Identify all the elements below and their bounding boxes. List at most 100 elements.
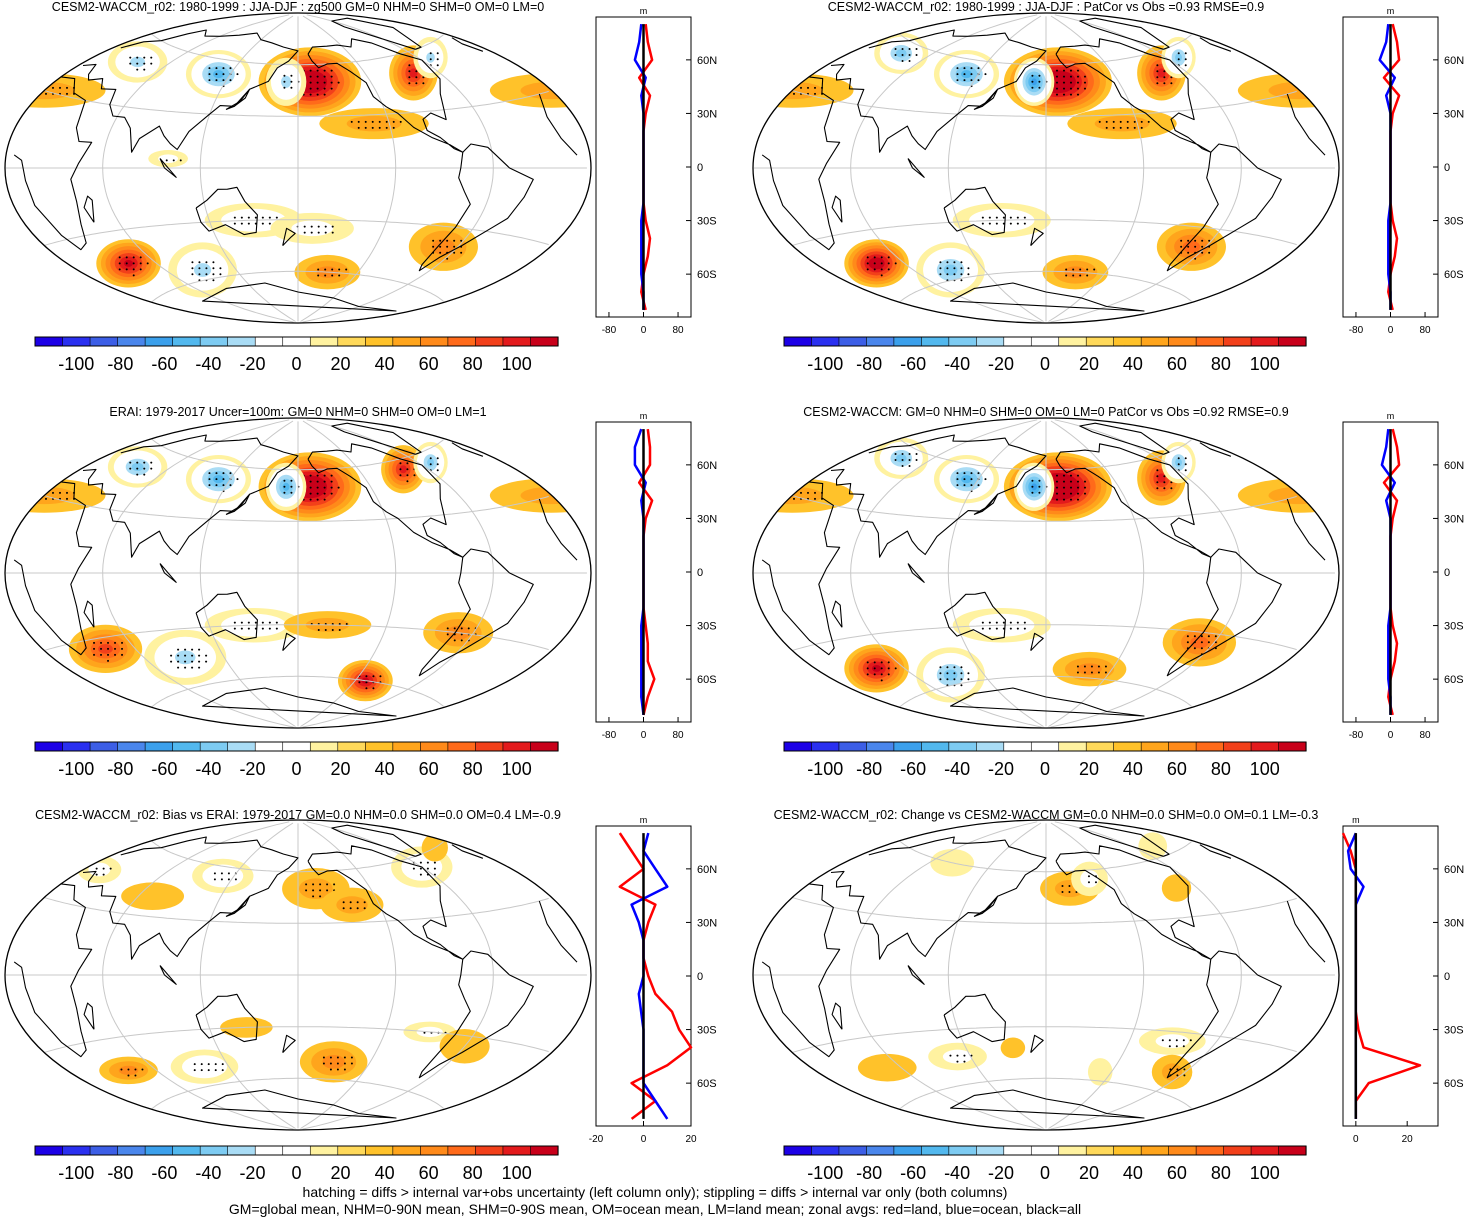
stipple-dot — [1038, 485, 1041, 488]
profile-lat-label: 0 — [697, 162, 703, 174]
stipple-dot — [107, 647, 110, 650]
stipple-dot — [399, 468, 402, 471]
stipple-dot — [963, 484, 966, 487]
stipple-dot — [283, 86, 286, 89]
stipple-dot — [866, 268, 869, 271]
coastline — [1199, 442, 1232, 457]
profile-x-label: 80 — [1419, 730, 1431, 741]
stipple-dot — [436, 463, 439, 466]
colorbar-swatch — [1003, 741, 1032, 752]
stipple-dot — [1194, 239, 1197, 242]
stipple-dot — [208, 67, 211, 70]
coastline — [201, 282, 397, 312]
stipple-dot — [1208, 239, 1211, 242]
stipple-dot — [121, 647, 124, 650]
stipple-dot — [1065, 268, 1068, 271]
coastline — [282, 632, 296, 651]
colorbar-swatch — [89, 336, 119, 347]
stipple-dot — [1083, 75, 1086, 78]
stipple-dot — [283, 491, 286, 494]
stipple-dot — [150, 56, 153, 59]
stipple-dot — [1119, 126, 1122, 129]
profile-x-label: 80 — [672, 730, 684, 741]
stipple-dot — [1031, 491, 1034, 494]
stipple-dot — [873, 673, 876, 676]
colorbar-swatch — [1030, 741, 1060, 752]
colorbar-swatch — [1058, 1145, 1087, 1156]
stipple-dot — [1207, 641, 1210, 644]
stipple-dot — [1177, 457, 1180, 460]
colorbar-tick-label: 40 — [1123, 354, 1143, 374]
stippling — [1031, 479, 1048, 494]
coastline — [195, 186, 258, 236]
stipple-dot — [205, 660, 208, 663]
stipple-dot — [1055, 69, 1058, 72]
stipple-dot — [330, 486, 333, 489]
stipple-dot — [1200, 635, 1203, 638]
stipple-dot — [873, 256, 876, 259]
coastline — [307, 38, 464, 153]
stipple-dot — [799, 86, 802, 89]
stipple-dot — [1170, 481, 1173, 484]
stipple-dot — [1002, 621, 1005, 624]
map-outline — [752, 12, 1340, 324]
colorbar-5: -100 -80 -60 -40 -20 0 20 40 60 80 100 — [34, 1145, 559, 1183]
coastline — [418, 143, 534, 272]
stipple-dot — [118, 256, 121, 259]
stipple-dot — [222, 67, 225, 70]
footer-line-1: hatching = diffs > internal var+obs unce… — [302, 1184, 1008, 1200]
stipple-dot — [363, 901, 366, 904]
colorbar-tick-label: -80 — [856, 759, 882, 779]
stipple-dot — [460, 633, 463, 636]
graticule-meridian — [302, 419, 494, 728]
stipple-dot — [309, 492, 312, 495]
stipple-dot — [1055, 498, 1058, 501]
stipple-dot — [132, 262, 135, 265]
stipple-dot — [200, 1063, 203, 1066]
stipple-dot — [977, 472, 980, 475]
profile-x-label: -80 — [1349, 730, 1364, 741]
stipple-dot — [233, 216, 236, 219]
stipple-dot — [343, 1056, 346, 1059]
stipple-dot — [960, 678, 963, 681]
stipple-dot — [873, 661, 876, 664]
stipple-dot — [139, 256, 142, 259]
stipple-dot — [385, 120, 388, 123]
stipple-dot — [365, 675, 368, 678]
colorbar-tick-label: 40 — [1123, 759, 1143, 779]
colorbar-tick-label: -20 — [239, 759, 265, 779]
colorbar-swatch — [1030, 336, 1060, 347]
stipple-dot — [949, 1054, 952, 1057]
colorbar-1: -100 -80 -60 -40 -20 0 20 40 60 80 100 — [34, 336, 559, 374]
contour-blob — [857, 1053, 917, 1082]
map-graticule — [5, 14, 587, 323]
stipple-dot — [364, 126, 367, 129]
stipple-dot — [432, 239, 435, 242]
panel-title-3: ERAI: 1979-2017 Uncer=100m: GM=0 NHM=0 S… — [109, 405, 487, 419]
stipple-dot — [191, 666, 194, 669]
stipple-dot — [205, 273, 208, 276]
graticule-meridian — [102, 821, 294, 1130]
graticule-meridian — [1048, 15, 1145, 322]
stipple-dot — [771, 497, 774, 500]
panel-title-4: CESM2-WACCM: GM=0 NHM=0 SHM=0 OM=0 LM=0 … — [803, 405, 1289, 419]
stipple-dot — [30, 497, 33, 500]
colorbar-swatch — [921, 1145, 950, 1156]
stipple-dot — [177, 666, 180, 669]
colorbar-swatch — [1195, 741, 1225, 752]
stipple-dot — [330, 81, 333, 84]
zonal-profile-6: m 60N 30N 0 30S 60S 0 20 — [1341, 815, 1464, 1145]
stipple-dot — [1093, 268, 1096, 271]
stipple-dot — [1126, 126, 1129, 129]
contour-blob — [427, 458, 434, 467]
stipple-dot — [967, 678, 970, 681]
stipple-dot — [1087, 875, 1090, 878]
stipple-dot — [326, 889, 329, 892]
stippling — [866, 661, 897, 682]
stipple-dot — [323, 69, 326, 72]
coastline — [907, 965, 925, 985]
stipple-dot — [150, 62, 153, 65]
colorbar-swatch — [1278, 741, 1307, 752]
stipple-dot — [1140, 120, 1143, 123]
map-outline — [4, 819, 592, 1131]
